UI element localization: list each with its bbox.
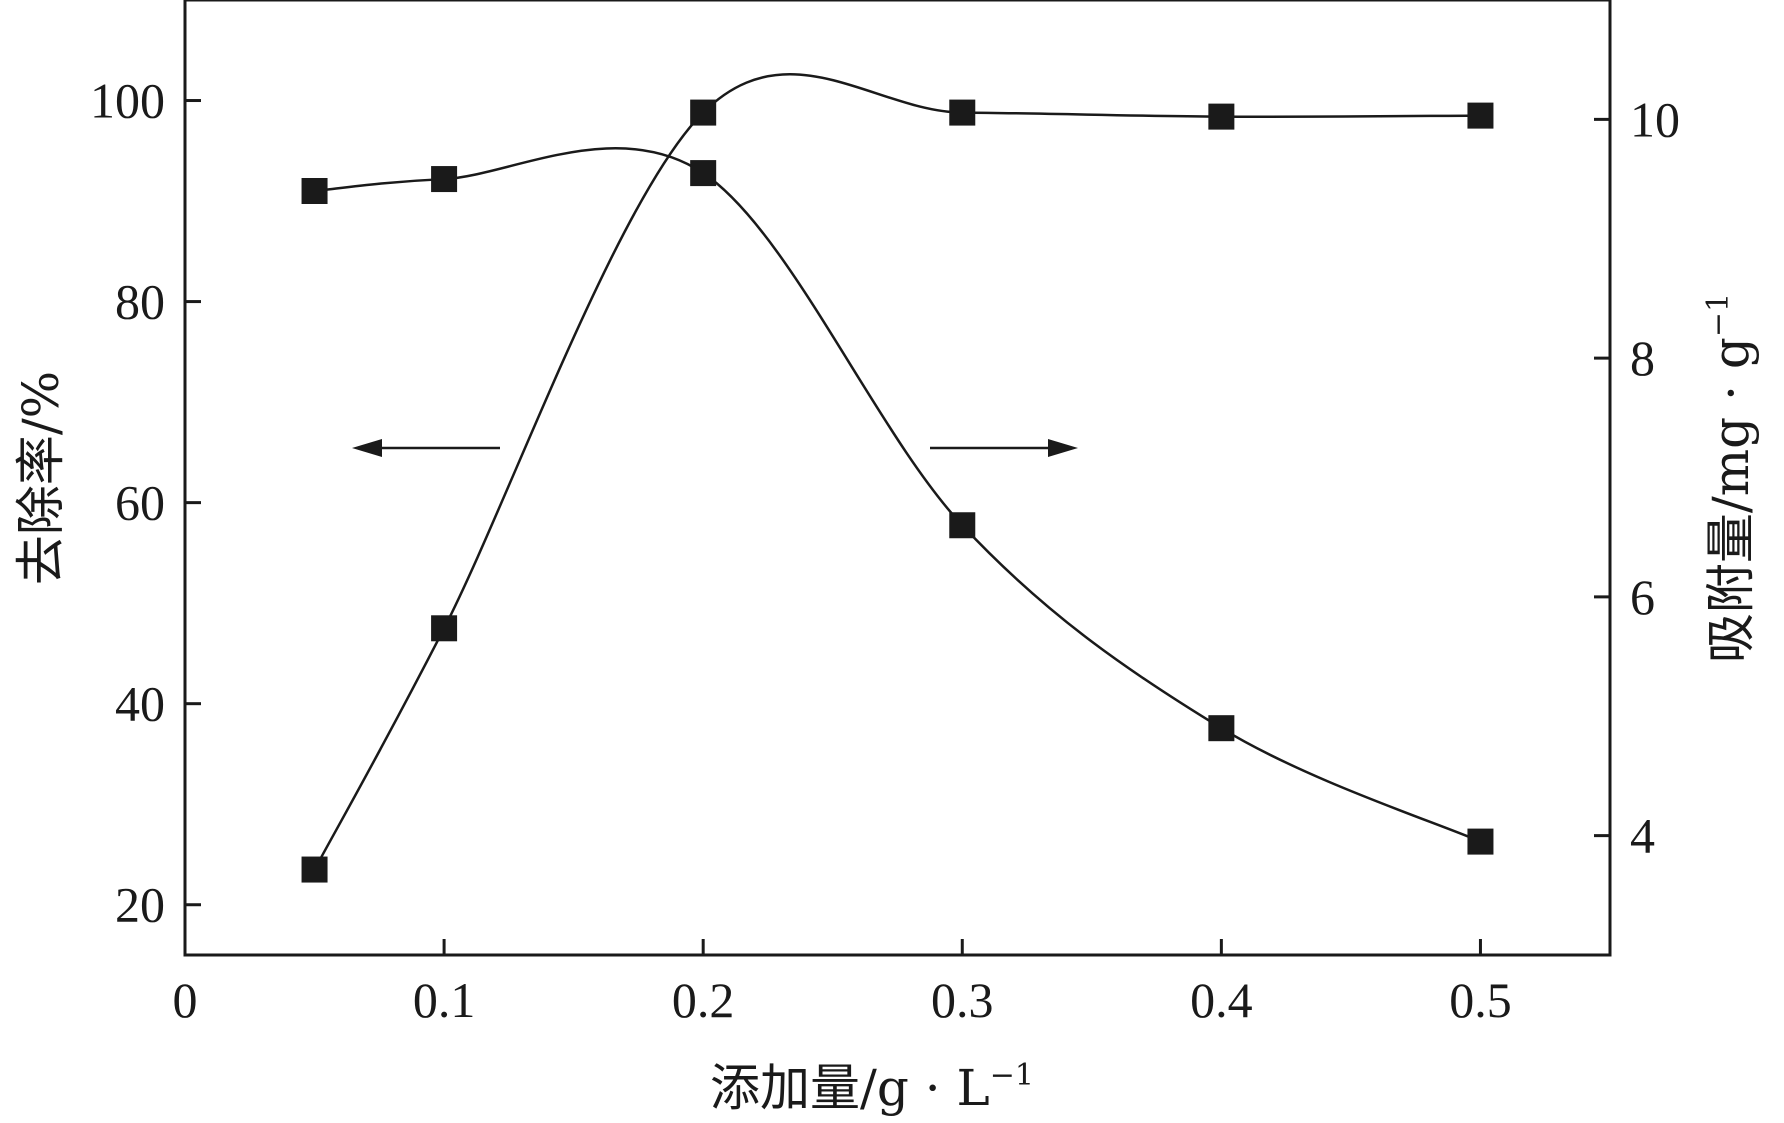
y-right-tick-label: 4 xyxy=(1630,808,1655,864)
left-axis-arrow xyxy=(352,439,500,457)
series-right-point xyxy=(690,160,717,187)
x-tick-label: 0.5 xyxy=(1449,972,1512,1028)
y-left-tick-label: 20 xyxy=(115,877,165,933)
y-left-axis-title: 去除率/% xyxy=(12,371,70,585)
series-layer xyxy=(301,73,1494,883)
x-tick-label: 0.3 xyxy=(931,972,994,1028)
series-right-point xyxy=(949,512,976,539)
series-left-point xyxy=(690,99,717,126)
y-left-tick-label: 40 xyxy=(115,676,165,732)
series-right-point xyxy=(1467,828,1494,855)
x-axis-title: 添加量/g · L−1 xyxy=(710,1058,1034,1117)
y-left-tick-label: 80 xyxy=(115,274,165,330)
x-axis-ticks: 0 0.1 0.2 0.3 0.4 0.5 xyxy=(173,939,1512,1028)
series-left-point xyxy=(1208,103,1235,130)
y-right-tick-label: 6 xyxy=(1630,569,1655,625)
series-right-point xyxy=(1208,715,1235,742)
y-right-axis-title: 吸附量/mg · g−1 xyxy=(1701,293,1760,663)
series-left-point xyxy=(949,99,976,126)
x-tick-label: 0 xyxy=(173,972,198,1028)
x-tick-label: 0.2 xyxy=(672,972,735,1028)
y-left-tick-label: 100 xyxy=(90,73,165,129)
y-right-axis-ticks: 4 6 8 10 xyxy=(1594,91,1680,864)
series-left-line xyxy=(313,73,1481,871)
series-left-point xyxy=(431,615,458,642)
y-left-axis-ticks: 20 40 60 80 100 xyxy=(90,73,201,933)
series-right-point xyxy=(301,178,328,204)
y-right-tick-label: 10 xyxy=(1630,91,1680,147)
x-tick-label: 0.1 xyxy=(413,972,476,1028)
right-axis-arrow xyxy=(930,439,1078,457)
series-left-point xyxy=(1467,102,1494,129)
y-right-tick-label: 8 xyxy=(1630,330,1655,386)
series-right-point xyxy=(431,166,458,193)
y-left-tick-label: 60 xyxy=(115,475,165,531)
series-right-line xyxy=(314,147,1481,843)
series-left-point xyxy=(301,856,328,883)
x-tick-label: 0.4 xyxy=(1190,972,1253,1028)
plot-frame xyxy=(183,0,1612,957)
